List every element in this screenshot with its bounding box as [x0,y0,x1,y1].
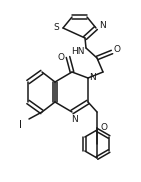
Text: N: N [71,116,77,124]
Text: S: S [53,23,59,33]
Text: HN: HN [71,48,85,56]
Text: N: N [100,21,106,31]
Text: I: I [19,120,23,130]
Text: N: N [90,74,96,82]
Text: O: O [58,52,64,62]
Text: O: O [101,124,107,132]
Text: O: O [114,46,121,54]
